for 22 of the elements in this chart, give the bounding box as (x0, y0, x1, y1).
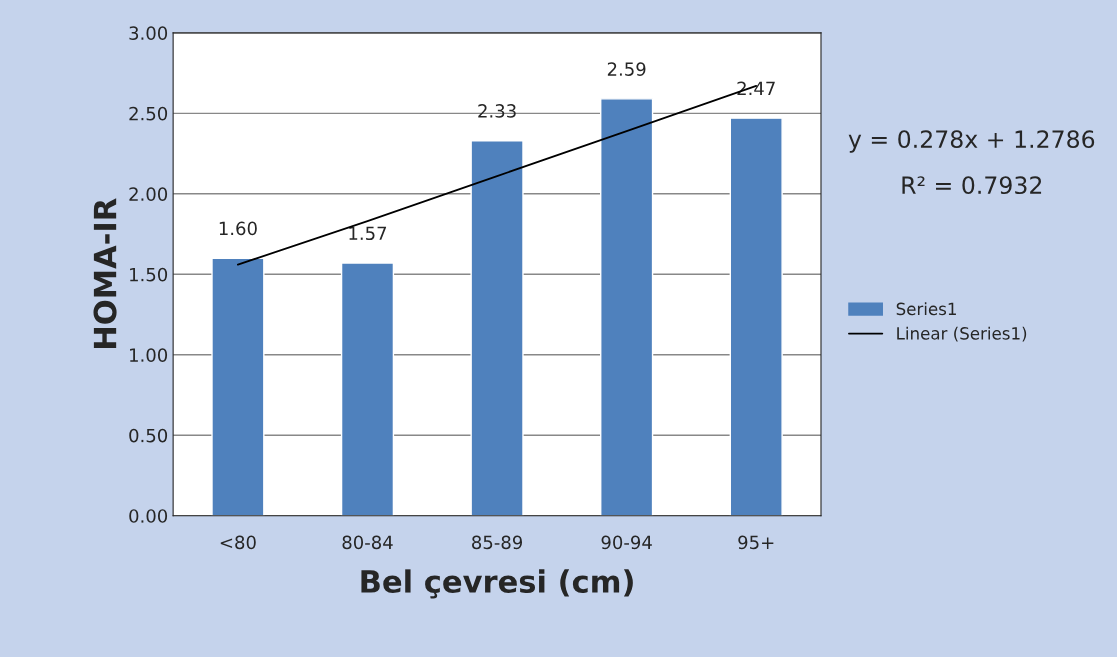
data-label: 1.60 (219, 221, 257, 236)
x-tick-label: 85-89 (472, 535, 523, 550)
y-axis-title: HOMA-IR (93, 198, 117, 349)
y-tick-label: 2.50 (129, 106, 168, 121)
x-axis-title: Bel çevresi (cm) (361, 569, 633, 599)
data-label: 1.57 (349, 226, 387, 241)
x-tick-label: 80-84 (342, 535, 393, 550)
legend-label: Series1 (896, 302, 956, 316)
text: R² = 0.7932 (902, 176, 1042, 195)
text: y = 0.278x + 1.2786 (848, 130, 1095, 153)
y-tick-label: 2.00 (129, 187, 168, 201)
y-tick-label: 3.00 (129, 26, 168, 40)
y-tick-label: 0.50 (129, 428, 168, 443)
y-tick-label: 1.50 (130, 267, 168, 282)
data-label: 2.59 (607, 62, 646, 76)
x-tick-label: <80 (220, 535, 256, 550)
x-tick-label: 90-94 (601, 535, 652, 550)
data-label: 2.33 (478, 104, 516, 118)
y-tick-label: 0.00 (129, 509, 168, 523)
legend-label: Linear (Series1) (897, 326, 1027, 342)
y-tick-label: 1.00 (130, 348, 168, 362)
x-tick-label: 95+ (738, 535, 774, 550)
